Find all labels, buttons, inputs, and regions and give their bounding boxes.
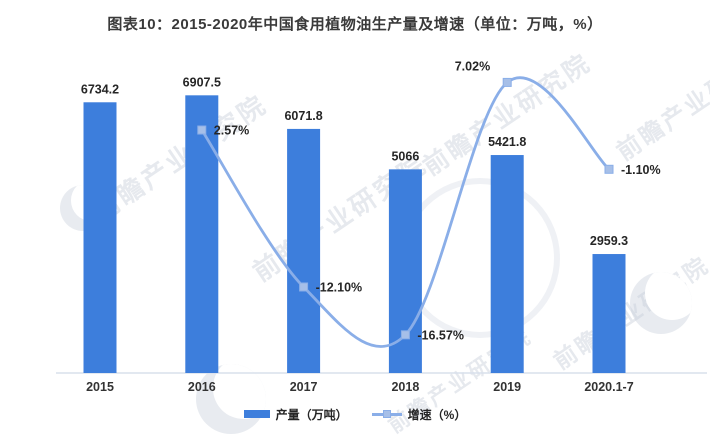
- bar-2020.1-7: [592, 254, 626, 373]
- bar-value-label: 2959.3: [590, 234, 628, 248]
- x-axis-label-2018: 2018: [391, 380, 419, 394]
- legend-bar-swatch: [243, 410, 270, 418]
- x-axis-label-2016: 2016: [188, 380, 216, 394]
- legend-item-growth: 增速（%）: [371, 406, 467, 423]
- growth-value-label: 2.57%: [214, 124, 249, 138]
- chart-legend: 产量（万吨） 增速（%）: [0, 403, 710, 425]
- bar-2019: [490, 155, 524, 373]
- x-axis-label-2020.1-7: 2020.1-7: [584, 380, 633, 394]
- bar-2017: [287, 128, 321, 373]
- growth-marker-2020.1-7: [604, 164, 614, 174]
- bar-value-label: 6734.2: [81, 82, 119, 96]
- bar-2016: [185, 95, 219, 374]
- growth-line: [200, 76, 611, 348]
- bar-value-label: 6071.8: [284, 109, 322, 123]
- growth-marker-2019: [502, 77, 512, 87]
- growth-marker-2016: [197, 125, 207, 135]
- growth-value-label: -12.10%: [316, 280, 363, 294]
- legend-line-swatch: [371, 410, 402, 418]
- bar-value-label: 5066: [391, 149, 419, 163]
- legend-label-production: 产量（万吨）: [275, 407, 348, 422]
- x-axis-label-2017: 2017: [290, 380, 318, 394]
- growth-value-label: -16.57%: [417, 328, 464, 342]
- legend-item-production: 产量（万吨）: [243, 406, 348, 423]
- chart-canvas: 6734.2 6907.5 6071.8 5066 5421.8 2959.3 2.57% -…: [56, 59, 707, 394]
- growth-marker-2017: [299, 282, 309, 292]
- growth-value-label: -1.10%: [621, 163, 661, 177]
- chart-title: 图表10：2015-2020年中国食用植物油生产量及增速（单位：万吨，%）: [107, 16, 603, 33]
- bar-2015: [83, 102, 117, 373]
- growth-value-label: 7.02%: [455, 59, 490, 73]
- bar-value-label: 6907.5: [183, 75, 221, 89]
- legend-label-growth: 增速（%）: [407, 407, 467, 422]
- growth-marker-2018: [400, 330, 410, 340]
- x-axis-label-2015: 2015: [86, 380, 114, 394]
- x-axis-label-2019: 2019: [493, 380, 521, 394]
- bar-value-label: 5421.8: [488, 135, 526, 149]
